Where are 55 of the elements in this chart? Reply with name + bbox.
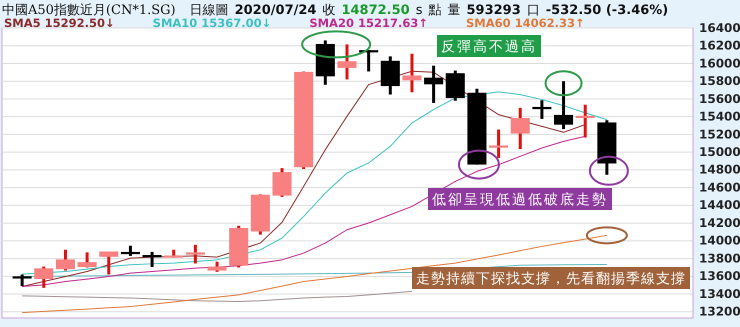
annotation: 低卻呈現低過低破底走勢 xyxy=(432,192,608,208)
candlestick xyxy=(120,246,140,256)
candlestick xyxy=(12,274,32,286)
candlestick xyxy=(532,100,552,119)
y-tick-label: 15600 xyxy=(699,92,740,106)
chart-subtitle: 日線圖 xyxy=(190,3,229,18)
candlestick xyxy=(554,81,574,130)
candlestick xyxy=(576,104,595,138)
text: 口 xyxy=(526,3,540,18)
candlestick xyxy=(142,252,162,268)
y-tick-label: 14200 xyxy=(699,216,740,230)
y-tick-label: 13200 xyxy=(699,304,740,319)
line-series xyxy=(22,290,412,302)
candlestick xyxy=(34,266,54,288)
text: 點 xyxy=(428,3,442,18)
y-tick-label: 15800 xyxy=(699,74,740,88)
y-tick-label: 16200 xyxy=(699,38,740,53)
candlestick xyxy=(56,250,75,271)
text: 2020/07/24 xyxy=(234,3,316,18)
candlestick xyxy=(186,244,205,264)
y-tick-label: 14400 xyxy=(699,198,740,212)
candlestick xyxy=(510,108,530,150)
candlestick xyxy=(359,50,378,72)
text: s xyxy=(416,3,423,18)
text: -532.50 (-3.46%) xyxy=(546,3,668,18)
candlestick xyxy=(272,168,292,197)
y-tick-label: 14000 xyxy=(699,234,740,248)
y-tick-label: 14800 xyxy=(699,162,740,177)
y-tick-label: 13800 xyxy=(699,251,740,266)
candlestick xyxy=(402,54,422,92)
candlestick xyxy=(99,251,118,275)
candlestick xyxy=(337,44,357,80)
y-tick-label: 15400 xyxy=(699,110,740,124)
y-tick-label: 15000 xyxy=(699,145,740,159)
y-tick-label: 16000 xyxy=(699,56,740,70)
candlestick xyxy=(208,262,227,272)
annotation: 走勢持續下探找支撐，先看翻揚季線支撐 xyxy=(416,271,686,287)
y-tick-label: 13400 xyxy=(699,286,740,301)
text: 量 xyxy=(448,3,460,18)
y-tick-label: 16400 xyxy=(699,20,740,35)
text: SMA20 15217.63↑ xyxy=(309,16,428,30)
annotation: 反彈高不過高 xyxy=(441,39,537,55)
text: SMA60 14062.33↑ xyxy=(466,16,585,30)
text: 14872.50 xyxy=(341,3,410,18)
candlestick xyxy=(489,130,508,158)
text: 收 xyxy=(322,3,336,18)
chart-title: 中國A50指數近月(CN*1.SG) xyxy=(2,3,176,18)
text: SMA5 15292.50↓ xyxy=(4,16,115,30)
candlestick xyxy=(424,66,444,103)
y-tick-label: 15200 xyxy=(699,127,740,142)
text: SMA10 15367.00↓ xyxy=(152,16,272,30)
y-tick-label: 14600 xyxy=(699,180,740,194)
text: 593293 xyxy=(466,3,521,18)
candlestick xyxy=(78,252,97,268)
y-tick-label: 13600 xyxy=(699,269,740,284)
